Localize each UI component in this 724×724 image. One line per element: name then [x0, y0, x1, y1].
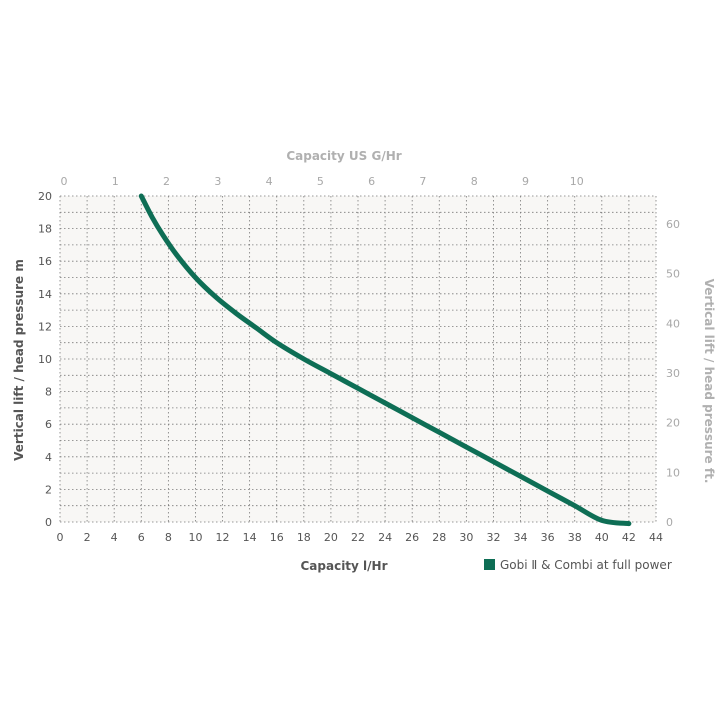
x-tick-label: 24: [378, 531, 392, 544]
x-tick-label: 2: [84, 531, 91, 544]
y-tick-label: 16: [38, 255, 52, 268]
y-tick-label: 0: [45, 516, 52, 529]
secondary-x-tick-label: 0: [61, 175, 68, 188]
x-tick-label: 30: [459, 531, 473, 544]
x-tick-label: 0: [57, 531, 64, 544]
x-tick-label: 28: [432, 531, 446, 544]
y-tick-label: 18: [38, 223, 52, 236]
secondary-y-tick-label: 10: [666, 466, 680, 479]
x-tick-label: 26: [405, 531, 419, 544]
x-tick-label: 4: [111, 531, 118, 544]
x-tick-label: 34: [514, 531, 528, 544]
y-tick-label: 12: [38, 320, 52, 333]
x-tick-label: 42: [622, 531, 636, 544]
secondary-x-tick-label: 2: [163, 175, 170, 188]
y-tick-label: 8: [45, 386, 52, 399]
legend: Gobi Ⅱ & Combi at full power: [484, 558, 672, 572]
y-tick-label: 4: [45, 451, 52, 464]
x-tick-label: 32: [486, 531, 500, 544]
secondary-y-tick-label: 50: [666, 268, 680, 281]
tick-labels: 0 2 4 6 8 10 12 14 16 18 20 22 24 26 28 30 32 34 36 38 40 42 4…: [38, 175, 680, 544]
x-tick-label: 44: [649, 531, 663, 544]
secondary-x-tick-label: 7: [419, 175, 426, 188]
x-tick-label: 36: [541, 531, 555, 544]
secondary-x-tick-label: 6: [368, 175, 375, 188]
y-tick-label: 14: [38, 288, 52, 301]
x-tick-label: 20: [324, 531, 338, 544]
x-tick-label: 12: [216, 531, 230, 544]
secondary-x-tick-label: 10: [570, 175, 584, 188]
secondary-x-tick-label: 1: [112, 175, 119, 188]
secondary-x-tick-label: 9: [522, 175, 529, 188]
x-tick-label: 22: [351, 531, 365, 544]
x-tick-label: 18: [297, 531, 311, 544]
x-tick-label: 14: [243, 531, 257, 544]
y-axis-title: Vertical lift / head pressure m: [12, 259, 26, 461]
secondary-y-tick-label: 0: [666, 516, 673, 529]
secondary-y-axis-title: Vertical lift / head pressure ft.: [702, 279, 716, 484]
secondary-y-tick-label: 60: [666, 218, 680, 231]
series-line: [138, 193, 632, 527]
secondary-x-tick-label: 8: [471, 175, 478, 188]
y-tick-label: 6: [45, 418, 52, 431]
x-tick-label: 10: [188, 531, 202, 544]
secondary-y-tick-label: 30: [666, 367, 680, 380]
secondary-y-tick-label: 40: [666, 317, 680, 330]
y-tick-label: 2: [45, 483, 52, 496]
legend-label: Gobi Ⅱ & Combi at full power: [500, 558, 672, 572]
x-tick-label: 6: [138, 531, 145, 544]
secondary-x-axis-title: Capacity US G/Hr: [286, 149, 401, 163]
y-tick-label: 20: [38, 190, 52, 203]
legend-swatch: [484, 559, 495, 570]
x-tick-label: 8: [165, 531, 172, 544]
y-tick-label: 10: [38, 353, 52, 366]
grid: [59, 195, 657, 523]
secondary-x-tick-label: 4: [266, 175, 273, 188]
secondary-y-tick-label: 20: [666, 417, 680, 430]
x-axis-title: Capacity l/Hr: [300, 559, 387, 573]
secondary-x-tick-label: 5: [317, 175, 324, 188]
x-tick-label: 16: [270, 531, 284, 544]
x-tick-label: 40: [595, 531, 609, 544]
secondary-x-tick-label: 3: [214, 175, 221, 188]
x-tick-label: 38: [568, 531, 582, 544]
